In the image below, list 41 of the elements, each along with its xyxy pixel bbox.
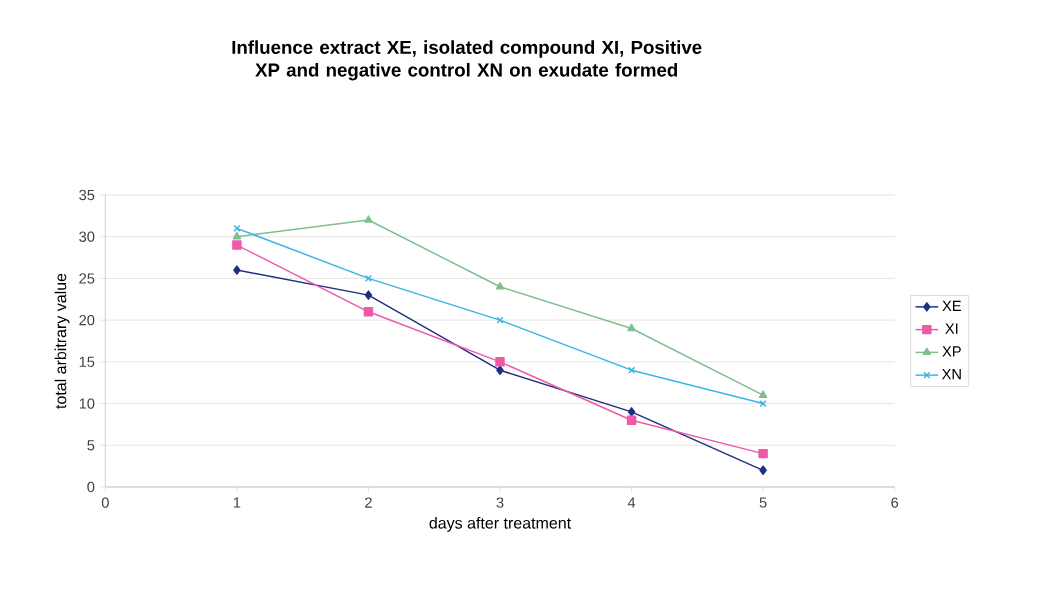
point	[759, 399, 767, 408]
x-tick-label: 1	[233, 497, 241, 508]
point	[495, 282, 505, 290]
point	[627, 407, 636, 417]
chart-title: Influence extract XE, isolated compound XI, Positive XP and negative control XN on exudate formed	[232, 40, 702, 81]
y-tick-label: 15	[79, 356, 95, 367]
y-tick-label: 0	[87, 481, 95, 493]
point	[758, 390, 768, 398]
y-tick-label: 5	[87, 440, 95, 451]
y-tick-label: 10	[79, 398, 95, 409]
y-tick-label: 25	[79, 273, 95, 284]
x-tick-label: 6	[891, 497, 899, 508]
y-tick-label: 35	[79, 189, 95, 201]
point	[233, 224, 241, 232]
point	[496, 365, 504, 375]
x-tick-label: 3	[496, 497, 504, 508]
point	[364, 215, 373, 223]
y-tick-label: 20	[79, 314, 95, 326]
point	[759, 465, 767, 476]
point	[627, 323, 636, 332]
point	[364, 274, 373, 282]
point	[758, 448, 768, 459]
y-axis-title: total arbitrary value	[54, 273, 70, 409]
point	[232, 240, 242, 250]
point	[627, 366, 636, 374]
x-tick-label: 0	[101, 497, 109, 508]
x-axis-title: days after treatment	[429, 516, 572, 532]
x-tick-label: 4	[627, 497, 636, 508]
legend-label: XN	[941, 369, 961, 380]
y-tick-label: 30	[79, 231, 95, 242]
x-tick-label: 2	[365, 497, 372, 508]
point	[495, 357, 505, 367]
point	[626, 415, 637, 425]
x-tick-label: 5	[759, 497, 767, 508]
point	[364, 290, 373, 300]
legend-label: XE	[942, 300, 961, 311]
point	[233, 265, 241, 275]
point	[232, 231, 242, 240]
legend-label: XP	[942, 346, 961, 357]
point	[363, 307, 374, 317]
legend-label: XI	[945, 323, 958, 334]
